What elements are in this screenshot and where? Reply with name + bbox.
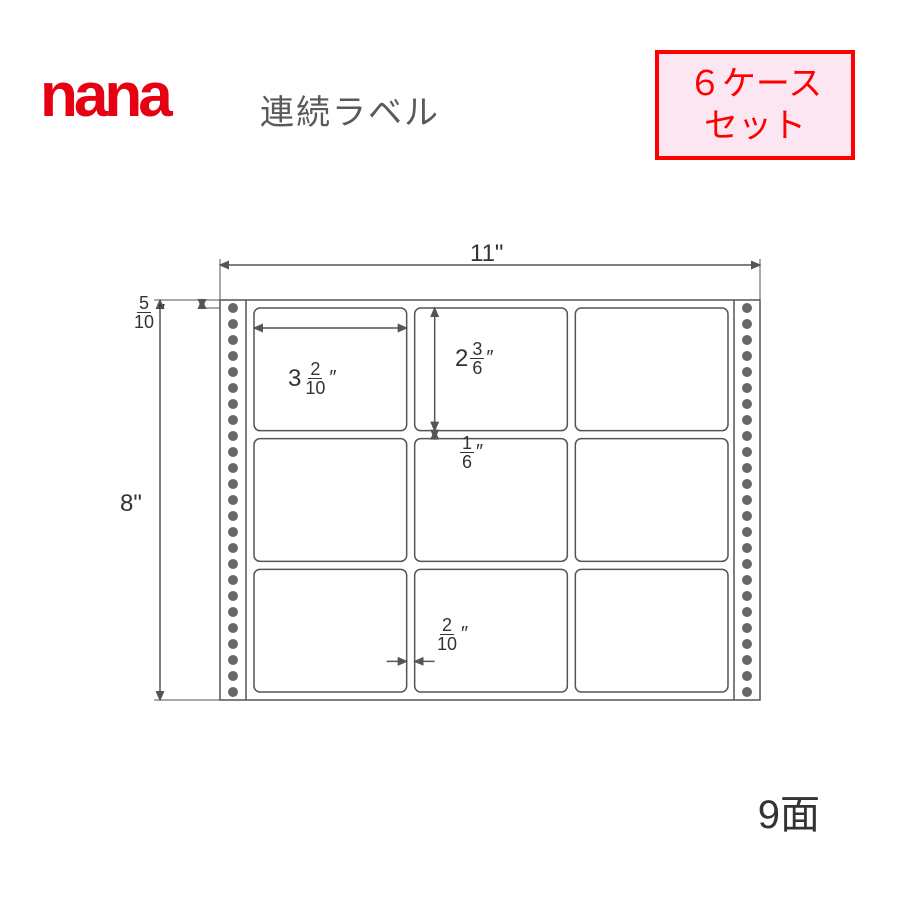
brand-logo: nana: [40, 60, 169, 131]
badge-line1: ６ケース: [688, 63, 822, 106]
panels-count-label: 9面: [758, 782, 820, 840]
label-sheet-diagram: 11" 8" 510 ″ 3 210 ″ 2 36 ″ 16 ″ 210 ″: [100, 260, 800, 760]
dim-cell-height-label: 2 36 ″: [455, 340, 493, 377]
dim-height-label: 8": [120, 490, 142, 518]
badge-line2: セット: [704, 105, 806, 148]
dim-top-margin-label: 510 ″: [132, 288, 165, 331]
dim-col-gap-label: 210 ″: [435, 610, 468, 653]
case-set-badge: ６ケース セット: [655, 50, 855, 160]
product-subtitle: 連続ラベル: [260, 85, 440, 134]
dim-row-gap-label: 16 ″: [460, 428, 483, 471]
dim-cell-width-label: 3 210 ″: [288, 360, 336, 397]
header: nana 連続ラベル ６ケース セット: [0, 30, 900, 160]
dim-width-label: 11": [470, 240, 503, 268]
